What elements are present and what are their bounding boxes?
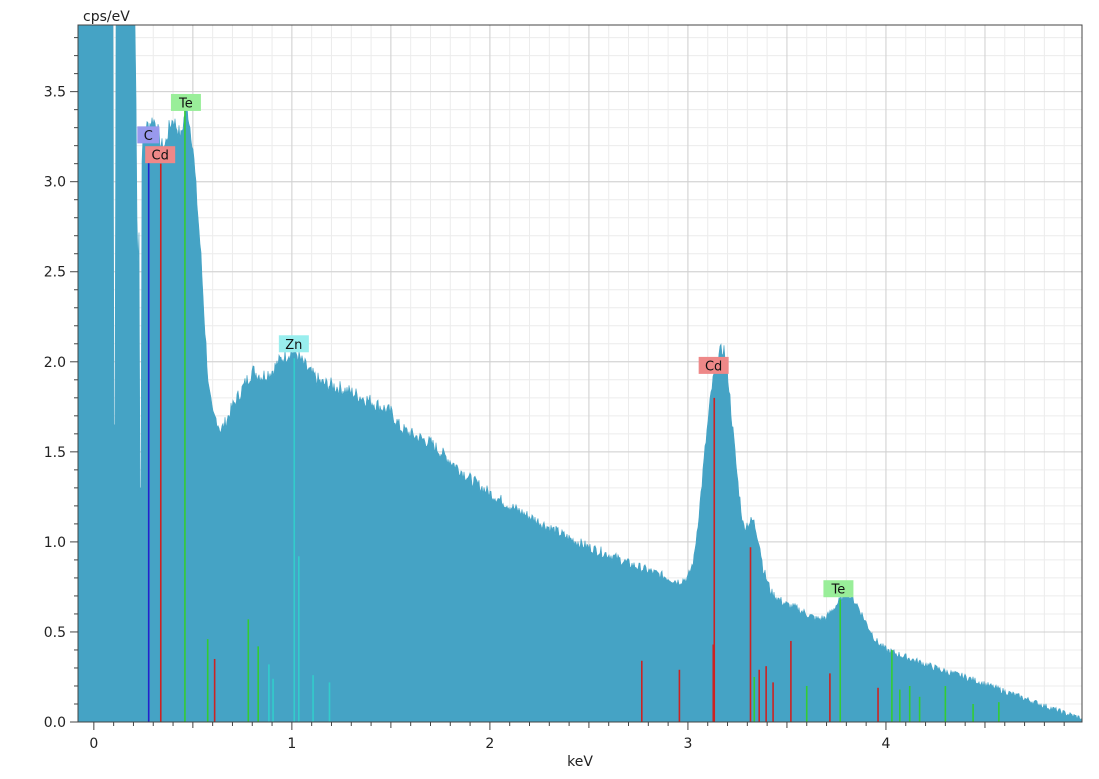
y-tick-label: 3.0 <box>44 175 66 191</box>
x-axis: 0 1 2 3 4 <box>89 722 1065 752</box>
peak-label: C <box>144 129 153 144</box>
x-tick-label: 3 <box>683 736 692 752</box>
peak-label: Te <box>831 583 846 598</box>
x-tick-label: 1 <box>287 736 296 752</box>
spectrum-layer <box>77 24 1083 723</box>
peak-label-box <box>698 356 729 374</box>
y-tick-label: 0.0 <box>44 715 66 731</box>
peak-label: Cd <box>152 149 169 164</box>
peak-label: Te <box>178 96 193 111</box>
y-tick-label: 2.0 <box>44 355 66 371</box>
y-tick-label: 0.5 <box>44 625 66 641</box>
peak-label: Zn <box>285 338 302 353</box>
y-tick-label: 1.0 <box>44 535 66 551</box>
x-tick-label: 4 <box>881 736 890 752</box>
x-tick-label: 2 <box>485 736 494 752</box>
spectrum-area <box>77 24 1083 723</box>
y-axis-title: cps/eV <box>83 9 130 25</box>
y-tick-label: 2.5 <box>44 265 66 281</box>
plot-frame <box>77 24 1083 723</box>
element-lines <box>147 109 1000 722</box>
peak-label: Cd <box>705 359 722 374</box>
y-tick-label: 1.5 <box>44 445 66 461</box>
peak-label-box <box>278 335 309 353</box>
y-axis: 0.0 0.5 1.0 1.5 2.0 2.5 3.0 3.5 <box>44 37 78 731</box>
peak-label-box <box>823 580 854 598</box>
peak-label-box <box>170 93 201 111</box>
peak-label-box <box>137 126 160 144</box>
peak-labels: C Cd Te Zn Cd Te <box>137 93 854 598</box>
x-tick-label: 0 <box>89 736 98 752</box>
x-axis-title: keV <box>567 754 593 770</box>
y-tick-label: 3.5 <box>44 85 66 101</box>
peak-label-box <box>145 146 176 164</box>
